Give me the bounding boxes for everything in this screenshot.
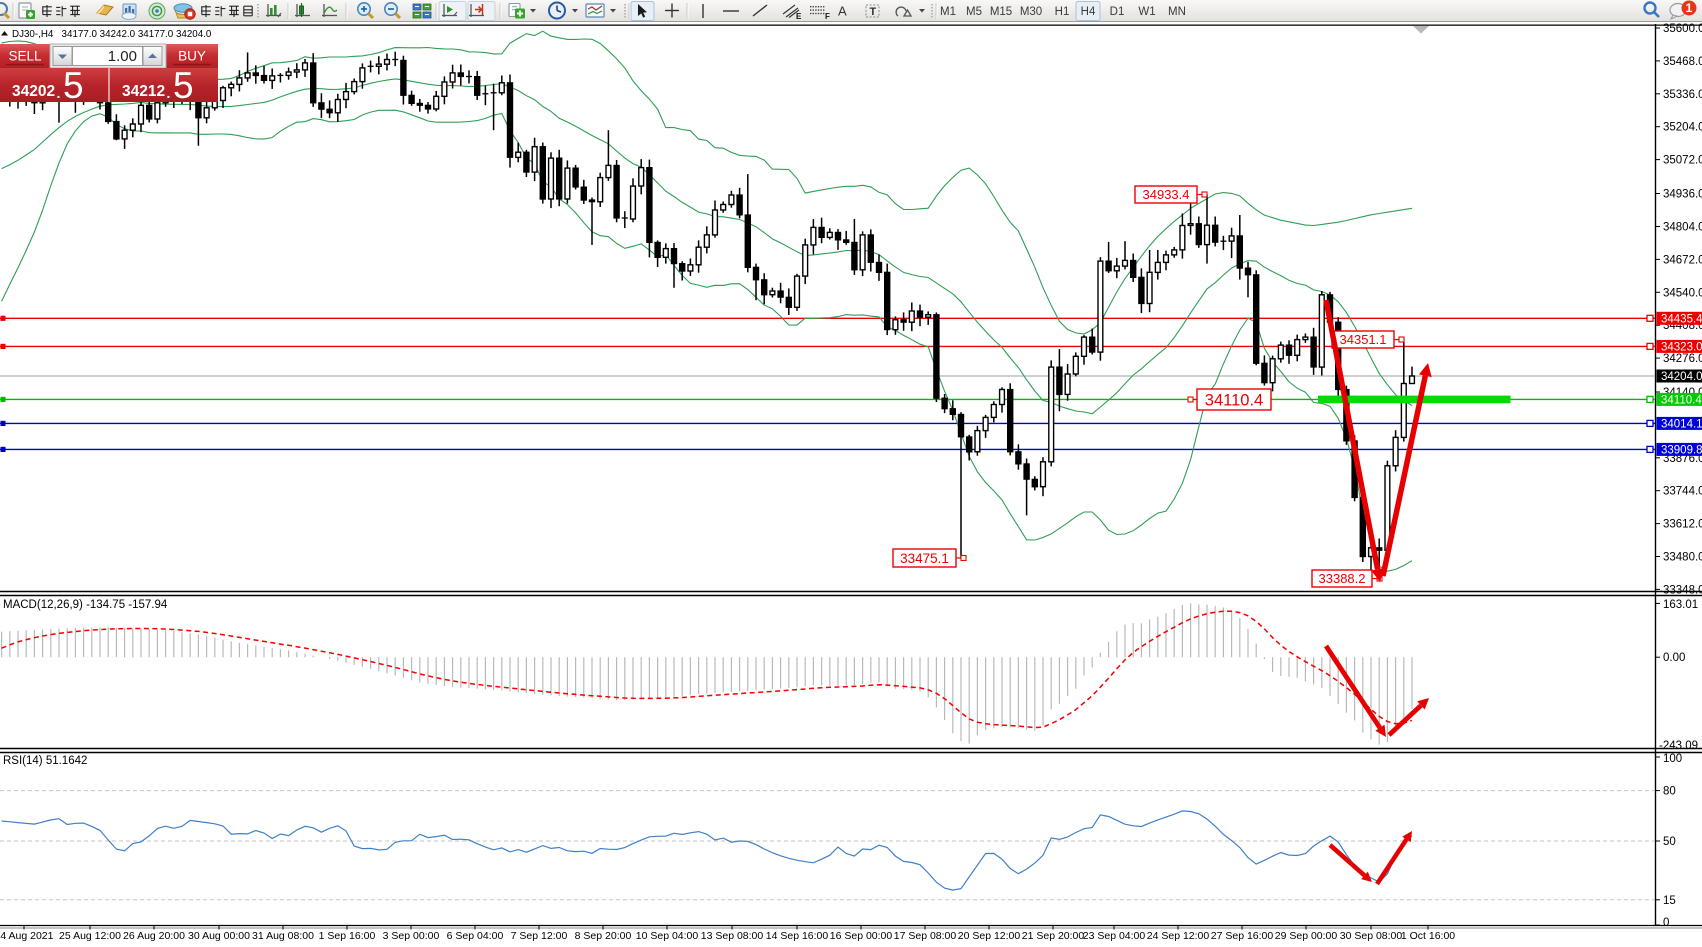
svg-text:.: . xyxy=(57,85,61,101)
svg-text:A: A xyxy=(838,4,847,19)
svg-text:34204.0: 34204.0 xyxy=(1661,371,1702,383)
svg-text:33388.2: 33388.2 xyxy=(1319,571,1366,586)
svg-text:34933.4: 34933.4 xyxy=(1143,187,1190,202)
svg-text:163.01: 163.01 xyxy=(1663,599,1698,611)
svg-text:30 Sep 08:00: 30 Sep 08:00 xyxy=(1340,930,1403,942)
svg-text:8 Sep 20:00: 8 Sep 20:00 xyxy=(575,930,632,942)
svg-text:25 Aug 12:00: 25 Aug 12:00 xyxy=(59,930,121,942)
svg-text:E: E xyxy=(796,12,802,21)
svg-text:24 Sep 12:00: 24 Sep 12:00 xyxy=(1147,930,1210,942)
svg-text:14 Sep 16:00: 14 Sep 16:00 xyxy=(766,930,829,942)
svg-text:34323.0: 34323.0 xyxy=(1661,341,1702,353)
svg-text:1.00: 1.00 xyxy=(108,48,137,65)
svg-text:M1: M1 xyxy=(940,6,956,18)
svg-text:21 Sep 20:00: 21 Sep 20:00 xyxy=(1022,930,1085,942)
svg-text:31 Aug 08:00: 31 Aug 08:00 xyxy=(252,930,314,942)
svg-text:26 Aug 20:00: 26 Aug 20:00 xyxy=(123,930,185,942)
svg-text:.: . xyxy=(167,85,171,101)
svg-text:M15: M15 xyxy=(990,6,1012,18)
svg-text:0.00: 0.00 xyxy=(1663,652,1685,664)
svg-text:16 Sep 00:00: 16 Sep 00:00 xyxy=(830,930,893,942)
svg-text:34936.0: 34936.0 xyxy=(1663,189,1702,201)
svg-text:17 Sep 08:00: 17 Sep 08:00 xyxy=(894,930,957,942)
svg-text:33480.0: 33480.0 xyxy=(1663,552,1702,564)
svg-text:27 Sep 16:00: 27 Sep 16:00 xyxy=(1211,930,1274,942)
svg-text:100: 100 xyxy=(1663,753,1682,765)
svg-text:33612.0: 33612.0 xyxy=(1663,519,1702,531)
svg-text:34014.1: 34014.1 xyxy=(1661,418,1702,430)
svg-text:34110.4: 34110.4 xyxy=(1205,391,1263,409)
svg-text:80: 80 xyxy=(1663,786,1676,798)
svg-text:SELL: SELL xyxy=(8,49,42,64)
svg-text:20 Sep 12:00: 20 Sep 12:00 xyxy=(958,930,1021,942)
svg-text:F: F xyxy=(825,12,830,21)
svg-text:RSI(14) 51.1642: RSI(14) 51.1642 xyxy=(3,755,87,767)
svg-text:7 Sep 12:00: 7 Sep 12:00 xyxy=(511,930,568,942)
svg-text:0: 0 xyxy=(1663,917,1669,929)
svg-text:H1: H1 xyxy=(1055,6,1070,18)
svg-text:-243.09: -243.09 xyxy=(1659,740,1698,752)
svg-text:33348.0: 33348.0 xyxy=(1663,584,1702,596)
svg-text:35204.0: 35204.0 xyxy=(1663,122,1702,134)
svg-text:M30: M30 xyxy=(1020,6,1042,18)
svg-text:35336.0: 35336.0 xyxy=(1663,89,1702,101)
svg-text:10 Sep 04:00: 10 Sep 04:00 xyxy=(636,930,699,942)
svg-text:33475.1: 33475.1 xyxy=(900,551,949,566)
svg-text:35600.0: 35600.0 xyxy=(1663,23,1702,35)
svg-text:T: T xyxy=(870,6,877,18)
svg-text:33744.0: 33744.0 xyxy=(1663,486,1702,498)
svg-text:W1: W1 xyxy=(1138,6,1155,18)
svg-text:35468.0: 35468.0 xyxy=(1663,56,1702,68)
svg-text:34804.0: 34804.0 xyxy=(1663,222,1702,234)
svg-text:34540.0: 34540.0 xyxy=(1663,287,1702,299)
svg-text:34212: 34212 xyxy=(122,83,165,100)
svg-text:D1: D1 xyxy=(1110,6,1125,18)
svg-text:3 Sep 00:00: 3 Sep 00:00 xyxy=(383,930,440,942)
svg-text:BUY: BUY xyxy=(178,49,206,64)
svg-text:5: 5 xyxy=(63,65,84,106)
svg-text:1 Oct 16:00: 1 Oct 16:00 xyxy=(1401,930,1455,942)
svg-text:1 Sep 16:00: 1 Sep 16:00 xyxy=(319,930,376,942)
svg-text:34202: 34202 xyxy=(12,83,55,100)
svg-text:34435.4: 34435.4 xyxy=(1661,313,1702,325)
svg-text:34351.1: 34351.1 xyxy=(1340,332,1387,347)
svg-text:H4: H4 xyxy=(1081,6,1096,18)
svg-text:50: 50 xyxy=(1663,836,1676,848)
svg-text:M5: M5 xyxy=(966,6,982,18)
svg-text:34110.4: 34110.4 xyxy=(1661,394,1702,406)
svg-text:MACD(12,26,9) -134.75 -157.94: MACD(12,26,9) -134.75 -157.94 xyxy=(3,599,168,611)
svg-text:DJ30-,H4 34177.0 34242.0 341: DJ30-,H4 34177.0 34242.0 34177.0 34204.0 xyxy=(12,29,212,40)
svg-text:6 Sep 04:00: 6 Sep 04:00 xyxy=(447,930,504,942)
svg-text:30 Aug 00:00: 30 Aug 00:00 xyxy=(188,930,250,942)
svg-text:23 Sep 04:00: 23 Sep 04:00 xyxy=(1083,930,1146,942)
svg-text:34672.0: 34672.0 xyxy=(1663,254,1702,266)
svg-text:5: 5 xyxy=(173,65,194,106)
svg-text:34276.0: 34276.0 xyxy=(1663,353,1702,365)
svg-text:13 Sep 08:00: 13 Sep 08:00 xyxy=(701,930,764,942)
svg-text:15: 15 xyxy=(1663,895,1676,907)
svg-text:29 Sep 00:00: 29 Sep 00:00 xyxy=(1275,930,1338,942)
svg-text:MN: MN xyxy=(1168,6,1186,18)
svg-text:35072.0: 35072.0 xyxy=(1663,155,1702,167)
svg-text:1: 1 xyxy=(1686,1,1693,15)
svg-text:24 Aug 2021: 24 Aug 2021 xyxy=(0,930,54,942)
svg-text:33909.8: 33909.8 xyxy=(1661,444,1702,456)
